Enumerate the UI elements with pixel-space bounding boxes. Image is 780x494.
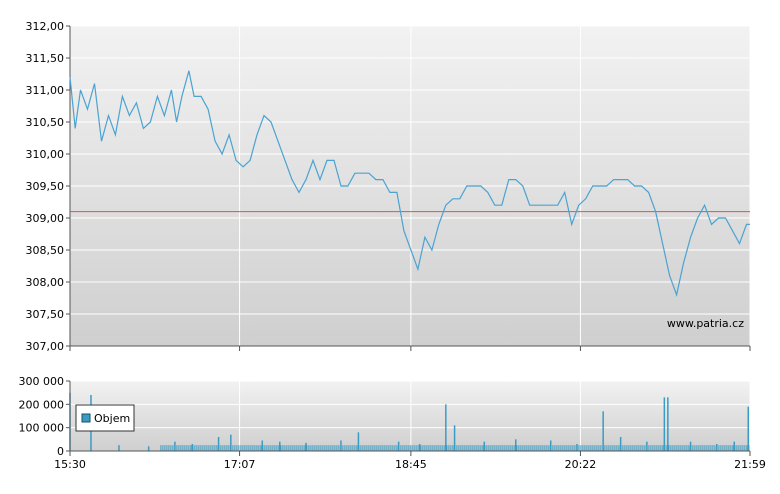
price-ytick-label: 312,00 [26,20,65,33]
price-ytick-label: 310,50 [26,116,65,129]
price-ytick-label: 311,00 [26,84,65,97]
volume-ytick-label: 100 000 [19,422,65,435]
x-tick-label: 21:59 [734,458,766,471]
x-tick-label: 18:45 [395,458,427,471]
volume-legend: Objem [75,404,135,432]
price-ytick-label: 309,50 [26,180,65,193]
price-ytick-label: 307,50 [26,308,65,321]
volume-ytick-label: 200 000 [19,398,65,411]
x-tick-label: 17:07 [224,458,256,471]
price-ytick-label: 310,00 [26,148,65,161]
x-tick-label: 20:22 [565,458,597,471]
legend-label: Objem [94,412,130,425]
price-ytick-label: 308,00 [26,276,65,289]
price-panel: 307,00 307,50 308,00 308,50 309,00 309,50 310,… [26,20,751,353]
volume-ytick-label: 300 000 [19,375,65,388]
price-ytick-label: 311,50 [26,52,65,65]
price-ytick-label: 307,00 [26,340,65,353]
legend-swatch [81,413,91,423]
price-ytick-label: 309,00 [26,212,65,225]
volume-plot-area [70,381,750,451]
price-ytick-label: 308,50 [26,244,65,257]
watermark: www.patria.cz [667,317,744,330]
x-tick-label: 15:30 [54,458,86,471]
volume-panel: 0 100 000 200 000 300 000 15:30 17:07 18:45 20:… [19,375,766,471]
volume-ytick-label: 0 [57,445,64,458]
price-series-line [69,70,750,297]
